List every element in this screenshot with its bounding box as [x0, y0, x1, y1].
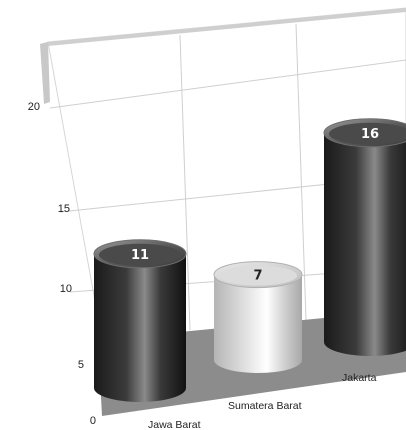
bar: 11: [93, 239, 187, 402]
bar-top-inner: [219, 265, 297, 286]
bar: 7: [213, 261, 303, 373]
gridline-v: [179, 34, 191, 331]
x-tick-label: Jakarta: [342, 372, 377, 384]
data-label: 11: [131, 248, 149, 263]
gridline-h: [49, 59, 406, 109]
bar-body: [324, 132, 406, 356]
bar-top-inner: [329, 122, 406, 145]
y-axis-ticks: 0 5 10 15 20: [28, 101, 96, 427]
category-labels: Jawa Barat Sumatera Barat Jakarta: [148, 372, 377, 430]
bar-body: [214, 274, 302, 373]
x-tick-label: Sumatera Barat: [228, 400, 302, 412]
y-tick-label: 0: [90, 415, 96, 427]
y-tick-label: 5: [78, 359, 84, 371]
data-label: 16: [361, 127, 379, 142]
bar-body: [94, 253, 186, 402]
bar: 16: [323, 118, 406, 356]
left-wall-edge: [40, 42, 50, 104]
y-tick-label: 10: [60, 283, 72, 295]
data-label: 7: [253, 269, 262, 284]
bars: 11 7 16: [93, 118, 406, 402]
wall-top-edge: [40, 8, 406, 46]
x-tick-label: Jawa Barat: [148, 419, 201, 430]
bar-top-inner: [99, 243, 181, 266]
y-tick-label: 15: [58, 203, 70, 215]
gridline-v: [295, 23, 307, 321]
y-tick-label: 20: [28, 101, 40, 113]
